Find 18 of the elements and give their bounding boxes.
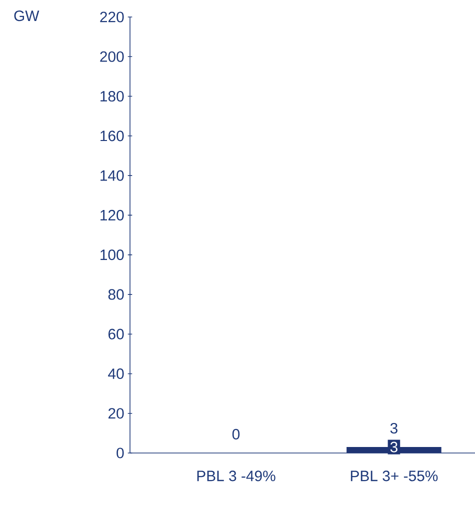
y-tick-label: 60: [108, 328, 124, 340]
y-tick-label: 100: [100, 250, 124, 260]
y-tick-label: 120: [100, 210, 124, 220]
y-tick-label: 40: [108, 368, 124, 380]
total-label: 0: [232, 428, 240, 440]
data-label: 3: [390, 442, 398, 452]
x-tick-label: PBL 3 -49%: [197, 470, 276, 482]
y-axis-title: GW: [14, 10, 40, 22]
y-tick-label: 0: [116, 448, 124, 458]
total-label: 3: [390, 422, 398, 434]
y-tick-label: 200: [100, 51, 124, 62]
y-tick-label: 80: [108, 289, 124, 300]
x-tick-label: PBL 3+ -55%: [350, 470, 438, 482]
y-tick-label: 220: [100, 12, 124, 22]
y-tick-label: 160: [100, 130, 124, 142]
y-tick-label: 140: [100, 170, 124, 181]
y-tick-label: 20: [108, 408, 124, 419]
y-tick-label: 180: [100, 90, 124, 102]
